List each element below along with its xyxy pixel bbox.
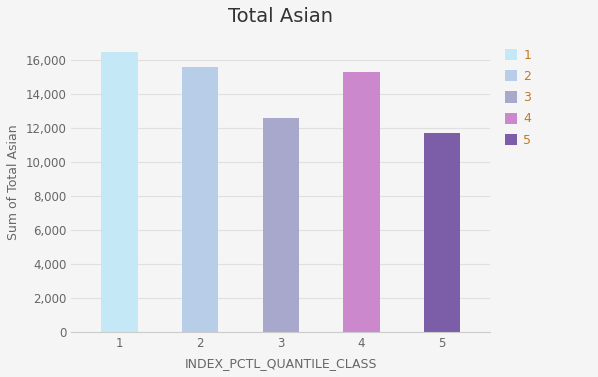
Bar <box>343 72 380 332</box>
Legend: 1, 2, 3, 4, 5: 1, 2, 3, 4, 5 <box>501 45 535 150</box>
Bar <box>102 52 138 332</box>
Y-axis label: Sum of Total Asian: Sum of Total Asian <box>7 125 20 241</box>
X-axis label: INDEX_PCTL_QUANTILE_CLASS: INDEX_PCTL_QUANTILE_CLASS <box>185 357 377 370</box>
Bar <box>263 118 299 332</box>
Title: Total Asian: Total Asian <box>228 7 333 26</box>
Bar <box>182 67 218 332</box>
Bar <box>424 133 460 332</box>
